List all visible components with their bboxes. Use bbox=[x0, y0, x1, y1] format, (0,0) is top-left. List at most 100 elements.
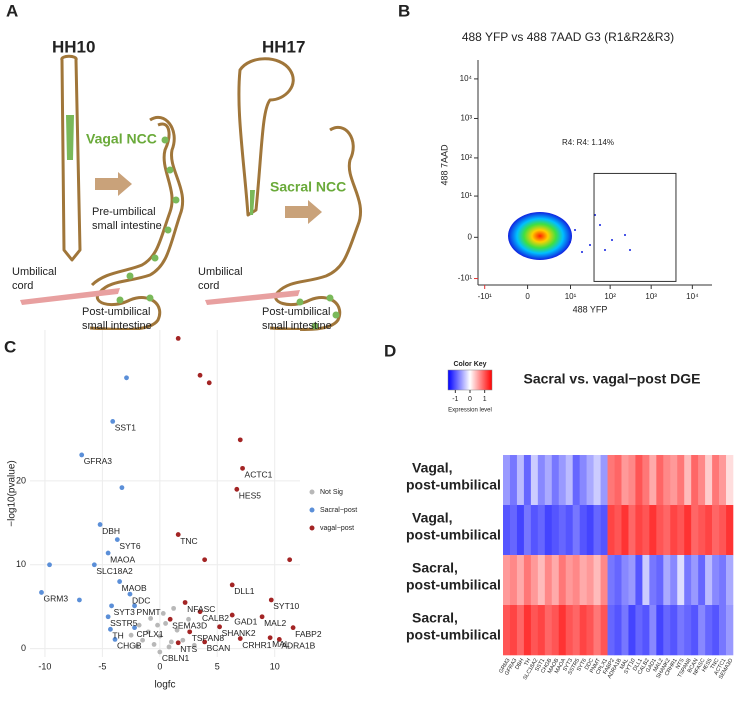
heatmap-cell bbox=[586, 455, 594, 506]
row-label: post-umbilical bbox=[406, 527, 501, 543]
heatmap-cell bbox=[628, 555, 636, 606]
heatmap-cell bbox=[593, 555, 601, 606]
point bbox=[114, 537, 120, 543]
point-label: DLL1 bbox=[234, 586, 255, 596]
y-tick-label: 0 bbox=[21, 643, 26, 653]
column-label: DBH bbox=[514, 658, 525, 671]
heatmap-cell bbox=[551, 605, 560, 656]
heatmap-cell bbox=[593, 455, 601, 506]
heatmap-cell bbox=[649, 455, 657, 506]
x-tick-label: 5 bbox=[215, 661, 220, 671]
gut bbox=[269, 125, 362, 331]
heatmap-cell bbox=[579, 555, 587, 606]
heatmap-cell bbox=[544, 555, 553, 606]
heatmap-cell bbox=[726, 555, 734, 606]
point-label: TSPAN8 bbox=[192, 633, 225, 643]
point bbox=[128, 632, 134, 638]
chart-title: Sacral vs. vagal−post DGE bbox=[523, 371, 700, 387]
heatmap-cell bbox=[656, 455, 664, 506]
point bbox=[91, 562, 97, 568]
heatmap-cell bbox=[712, 555, 720, 606]
point bbox=[140, 637, 145, 643]
point bbox=[112, 636, 118, 642]
heatmap-cell bbox=[586, 605, 594, 656]
region-label: small intestine bbox=[82, 320, 152, 332]
point bbox=[217, 624, 222, 630]
heatmap-cell bbox=[663, 605, 671, 656]
point bbox=[136, 622, 142, 628]
point-label: PNMT bbox=[137, 607, 161, 617]
heatmap-cell bbox=[642, 555, 650, 606]
embryo-hh10 bbox=[60, 54, 82, 262]
event-cloud bbox=[508, 212, 572, 260]
heatmap-cell bbox=[719, 555, 727, 606]
y-tick-label: -10¹ bbox=[458, 274, 473, 283]
schematic bbox=[20, 54, 362, 331]
region-label: Umbilical bbox=[12, 266, 57, 278]
heatmap-cell bbox=[558, 455, 567, 506]
point bbox=[127, 591, 133, 597]
key-title: Color Key bbox=[453, 361, 486, 368]
heatmap-cell bbox=[719, 455, 727, 506]
point-label: TNC bbox=[180, 536, 197, 546]
legend-marker bbox=[309, 489, 315, 495]
column-label: DLL1 bbox=[632, 658, 644, 672]
point-label: FABP2 bbox=[295, 629, 322, 639]
row-label: post-umbilical bbox=[406, 577, 501, 593]
point-label: NFASC bbox=[187, 604, 215, 614]
point bbox=[191, 642, 197, 648]
point bbox=[124, 375, 129, 381]
point-label: CHGB bbox=[117, 641, 142, 651]
heatmap-cell bbox=[530, 605, 539, 656]
y-axis-label: 488 7AAD bbox=[439, 144, 449, 186]
heatmap-cell bbox=[677, 555, 685, 606]
heatmap-cell bbox=[635, 605, 643, 656]
x-tick-label: 10¹ bbox=[565, 292, 577, 301]
heatmap-cell bbox=[719, 605, 727, 656]
y-tick-label: 10⁴ bbox=[460, 74, 473, 83]
ncc-label: Sacral NCC bbox=[270, 179, 346, 195]
point bbox=[290, 625, 296, 631]
heatmap-cell bbox=[712, 505, 720, 556]
point bbox=[105, 614, 111, 620]
x-tick-label: -5 bbox=[98, 661, 106, 671]
point bbox=[276, 636, 282, 642]
heatmap-cell bbox=[705, 555, 713, 606]
region-label: small intestine bbox=[92, 220, 162, 232]
legend-label: vagal−post bbox=[320, 525, 354, 532]
heatmap-cell bbox=[642, 455, 650, 506]
panel-label: C bbox=[4, 337, 16, 356]
point-label: SST1 bbox=[115, 423, 137, 433]
heatmap-cell bbox=[523, 505, 532, 556]
heatmap-cell bbox=[656, 555, 664, 606]
key-tick-label: 1 bbox=[483, 396, 487, 403]
heatmap-cell bbox=[621, 505, 629, 556]
gate-label: R4: R4: 1.14% bbox=[562, 138, 614, 147]
y-tick-label: 10² bbox=[460, 153, 472, 162]
point bbox=[174, 627, 180, 633]
heatmap-cell bbox=[698, 455, 706, 506]
point-label: GFRA3 bbox=[84, 456, 113, 466]
point bbox=[186, 616, 191, 622]
point bbox=[132, 603, 137, 609]
point bbox=[268, 597, 274, 603]
heatmap-cell bbox=[649, 555, 657, 606]
heatmap-cell bbox=[572, 555, 580, 606]
panel-label: B bbox=[398, 1, 410, 20]
point-label: HES5 bbox=[239, 491, 261, 501]
heatmap-cell bbox=[579, 505, 587, 556]
heatmap-cell bbox=[691, 505, 699, 556]
point bbox=[117, 579, 123, 584]
x-tick-label: 0 bbox=[525, 292, 530, 301]
point bbox=[157, 649, 163, 655]
heatmap-cell bbox=[503, 505, 511, 556]
heatmap-cell bbox=[691, 455, 699, 506]
heatmap-cell bbox=[698, 555, 706, 606]
point bbox=[167, 616, 173, 622]
point bbox=[108, 626, 113, 632]
point bbox=[171, 605, 177, 611]
heatmap-cell bbox=[516, 505, 525, 556]
heatmap-cell bbox=[572, 605, 580, 656]
point bbox=[47, 562, 52, 568]
region-label: Post-umbilical bbox=[262, 306, 330, 318]
